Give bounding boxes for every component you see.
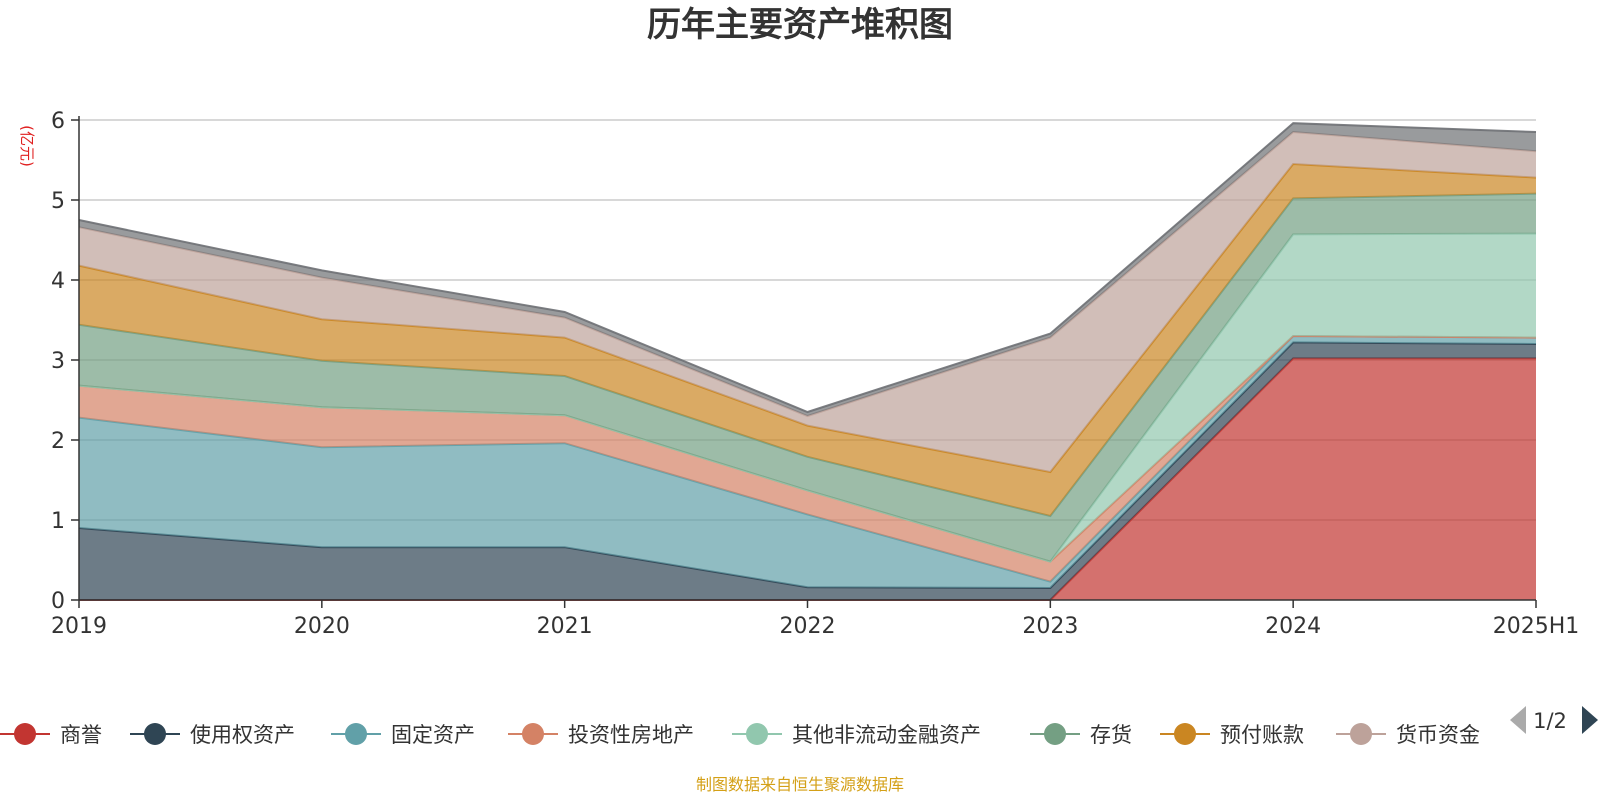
area-series-6[interactable] [79, 164, 1536, 516]
area-series-0[interactable] [79, 358, 1536, 600]
legend-item-3[interactable]: 投资性房地产 [508, 723, 694, 747]
legend-label: 投资性房地产 [568, 723, 694, 747]
legend-label: 存货 [1090, 723, 1132, 747]
legend-label: 商誉 [60, 723, 102, 747]
x-tick-label: 2024 [1265, 614, 1321, 639]
legend-item-7[interactable]: 货币资金 [1336, 723, 1480, 747]
legend-item-2[interactable]: 固定资产 [331, 723, 475, 747]
area-series-5[interactable] [79, 193, 1536, 562]
x-tick-label: 2019 [51, 614, 107, 639]
y-tick-label: 5 [51, 189, 65, 214]
area-series-4[interactable] [79, 233, 1536, 562]
area-series-7[interactable] [79, 132, 1536, 472]
axes: 0 1 2 3 4 5 6 2019 2020 2021 2022 2023 2024 2025H1 [51, 109, 1579, 639]
x-tick-label: 2023 [1022, 614, 1078, 639]
legend-label: 固定资产 [391, 723, 475, 747]
y-tick-label: 6 [51, 109, 65, 134]
legend-next-page-icon[interactable] [1582, 706, 1598, 734]
legend-pager: 1/2 [1510, 706, 1598, 734]
x-tick-label: 2021 [537, 614, 593, 639]
y-tick-label: 1 [51, 509, 65, 534]
y-tick-label: 2 [51, 429, 65, 454]
x-tick-label: 2020 [294, 614, 350, 639]
y-axis-unit: (亿元) [18, 125, 36, 167]
legend-item-5[interactable]: 存货 [1030, 723, 1132, 747]
legend-marker [1350, 723, 1372, 745]
legend-marker [144, 723, 166, 745]
chart-title: 历年主要资产堆积图 [647, 5, 953, 45]
legend-item-6[interactable]: 预付账款 [1160, 723, 1304, 747]
legend-prev-page-icon[interactable] [1510, 706, 1526, 734]
legend-marker [522, 723, 544, 745]
area-series-1[interactable] [79, 342, 1536, 600]
legend-page-indicator: 1/2 [1533, 709, 1567, 733]
legend-label: 货币资金 [1396, 723, 1480, 747]
data-source-note: 制图数据来自恒生聚源数据库 [696, 775, 904, 794]
legend-marker [1044, 723, 1066, 745]
y-tick-label: 0 [51, 589, 65, 614]
legend-marker [1174, 723, 1196, 745]
legend-item-1[interactable]: 使用权资产 [130, 723, 295, 747]
legend-marker [746, 723, 768, 745]
series-areas [78, 122, 1537, 601]
legend-item-4[interactable]: 其他非流动金融资产 [732, 723, 981, 747]
legend-item-0[interactable]: 商誉 [0, 723, 102, 747]
x-tick-label: 2022 [780, 614, 836, 639]
legend-label: 使用权资产 [190, 723, 295, 747]
legend-items: 商誉 使用权资产 固定资产 投资性房地产 其他非流动金融资产 存货 预付账款 货币资金 [0, 723, 1480, 747]
area-series-2[interactable] [79, 336, 1536, 588]
area-series-line-8 [78, 122, 1537, 414]
legend-label: 其他非流动金融资产 [792, 723, 981, 747]
legend-marker [345, 723, 367, 745]
y-tick-label: 3 [51, 349, 65, 374]
y-tick-label: 4 [51, 269, 65, 294]
legend-marker [14, 723, 36, 745]
legend: 商誉 使用权资产 固定资产 投资性房地产 其他非流动金融资产 存货 预付账款 货币资金 [0, 723, 1480, 747]
legend-label: 预付账款 [1220, 723, 1304, 747]
x-tick-label: 2025H1 [1493, 614, 1580, 639]
